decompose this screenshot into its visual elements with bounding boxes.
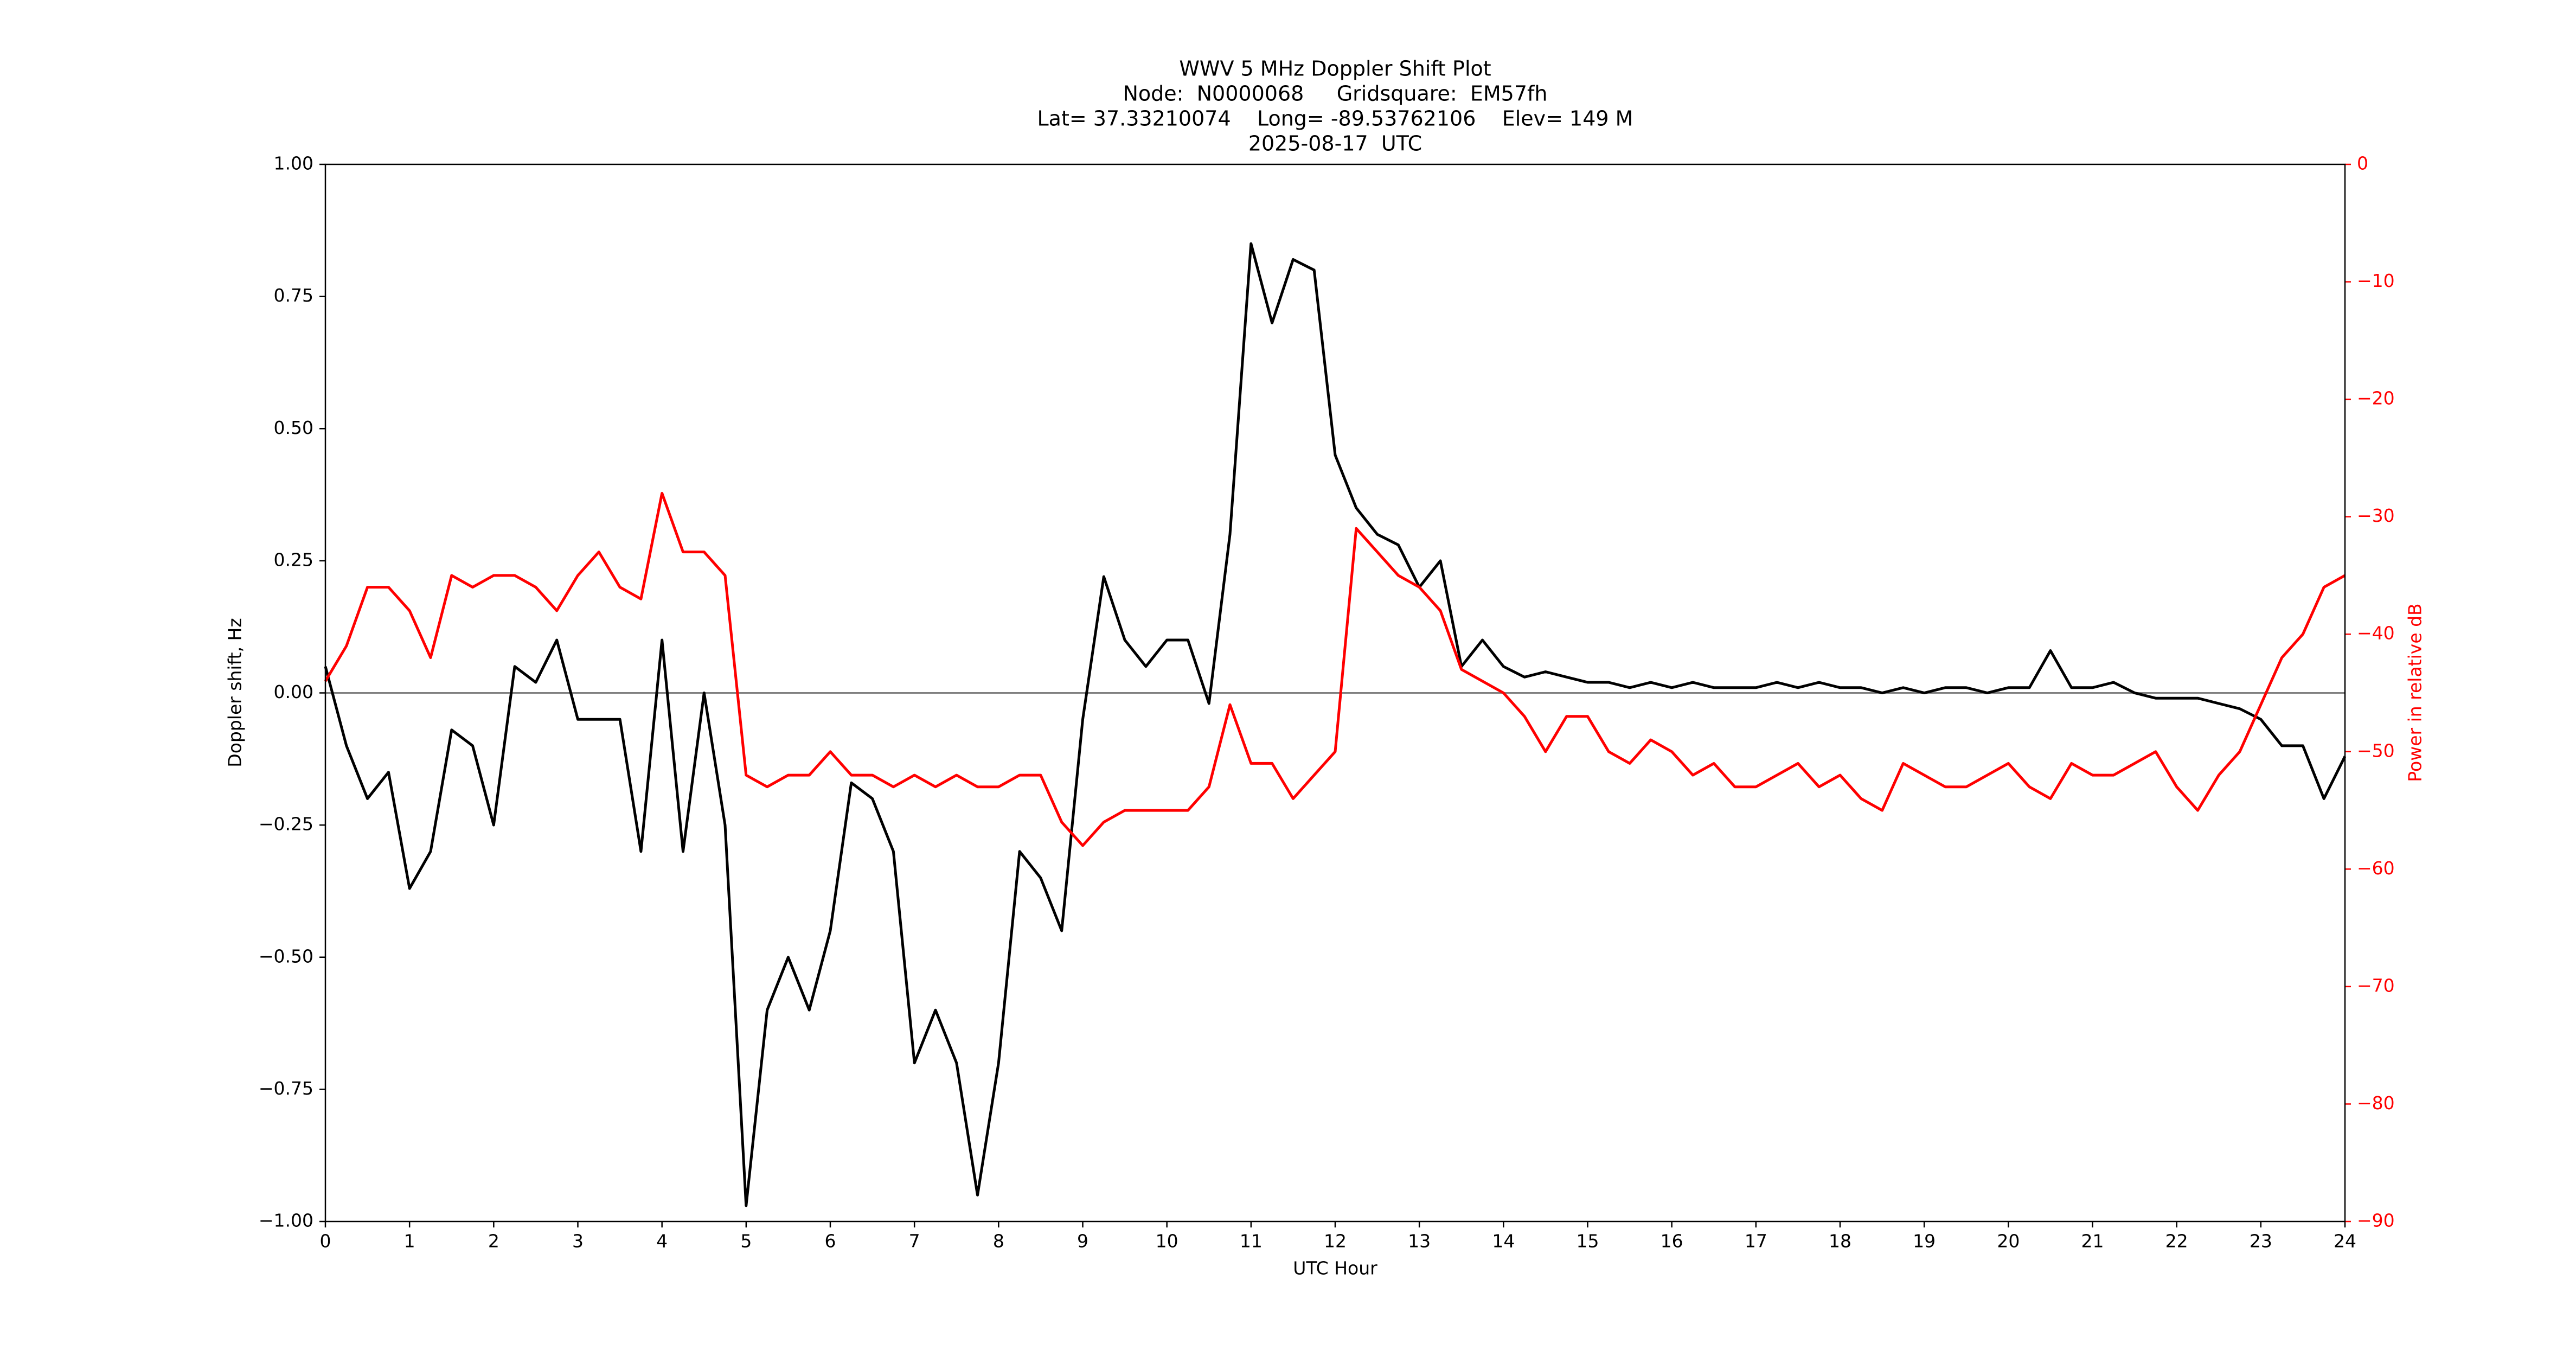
x-tick-label: 17 — [1745, 1231, 1767, 1252]
x-tick-label: 3 — [572, 1231, 584, 1252]
x-tick-label: 14 — [1492, 1231, 1515, 1252]
x-tick-label: 5 — [740, 1231, 752, 1252]
y2-tick-label: −50 — [2357, 740, 2395, 761]
chart-subtitle: Node: N0000068 Gridsquare: EM57fh — [1123, 82, 1548, 106]
x-tick-label: 18 — [1829, 1231, 1851, 1252]
x-tick-label: 21 — [2081, 1231, 2104, 1252]
x-tick-label: 2 — [488, 1231, 499, 1252]
y2-tick-label: −70 — [2357, 975, 2395, 996]
chart-subtitle: Lat= 37.33210074 Long= -89.53762106 Elev… — [1037, 107, 1633, 131]
x-tick-label: 13 — [1408, 1231, 1431, 1252]
y-tick-label: 0.50 — [274, 417, 313, 438]
x-tick-label: 15 — [1577, 1231, 1599, 1252]
y2-tick-label: −60 — [2357, 858, 2395, 879]
x-tick-label: 23 — [2250, 1231, 2272, 1252]
y2-tick-label: −30 — [2357, 505, 2395, 526]
x-tick-label: 6 — [825, 1231, 836, 1252]
y2-tick-label: −20 — [2357, 388, 2395, 409]
y-tick-label: −0.25 — [259, 814, 313, 835]
x-tick-label: 20 — [1997, 1231, 2020, 1252]
plot-frame — [324, 163, 2346, 1223]
chart-subtitle: 2025-08-17 UTC — [1248, 132, 1422, 156]
y2-axis-label: Power in relative dB — [2405, 603, 2426, 782]
x-tick-label: 7 — [909, 1231, 920, 1252]
x-tick-label: 4 — [656, 1231, 668, 1252]
y-tick-label: 0.25 — [274, 549, 313, 570]
y2-tick-label: −10 — [2357, 270, 2395, 291]
x-axis-label: UTC Hour — [1293, 1258, 1377, 1279]
chart-title: WWV 5 MHz Doppler Shift Plot — [1179, 57, 1491, 81]
y-tick-label: 0.00 — [274, 681, 313, 702]
y2-tick-label: 0 — [2357, 153, 2368, 174]
x-tick-label: 11 — [1240, 1231, 1263, 1252]
y-tick-label: 0.75 — [274, 285, 313, 306]
y2-tick-label: −90 — [2357, 1210, 2395, 1231]
y-tick-label: −0.50 — [259, 945, 313, 967]
x-tick-label: 10 — [1156, 1231, 1178, 1252]
y-tick-label: −0.75 — [259, 1078, 313, 1099]
data-line — [324, 491, 2346, 847]
y-axis-label: Doppler shift, Hz — [225, 618, 246, 767]
y-tick-label: −1.00 — [259, 1210, 313, 1231]
x-tick-label: 16 — [1661, 1231, 1683, 1252]
x-tick-label: 19 — [1913, 1231, 1936, 1252]
x-tick-label: 22 — [2165, 1231, 2188, 1252]
data-line — [324, 242, 2347, 1207]
y-tick-label: 1.00 — [274, 153, 313, 174]
x-tick-label: 24 — [2334, 1231, 2356, 1252]
y2-tick-label: −80 — [2357, 1092, 2395, 1114]
x-tick-label: 9 — [1077, 1231, 1088, 1252]
x-tick-label: 12 — [1324, 1231, 1347, 1252]
x-tick-label: 0 — [320, 1231, 331, 1252]
x-tick-label: 8 — [993, 1231, 1004, 1252]
x-tick-label: 1 — [404, 1231, 415, 1252]
y2-tick-label: −40 — [2357, 623, 2395, 644]
